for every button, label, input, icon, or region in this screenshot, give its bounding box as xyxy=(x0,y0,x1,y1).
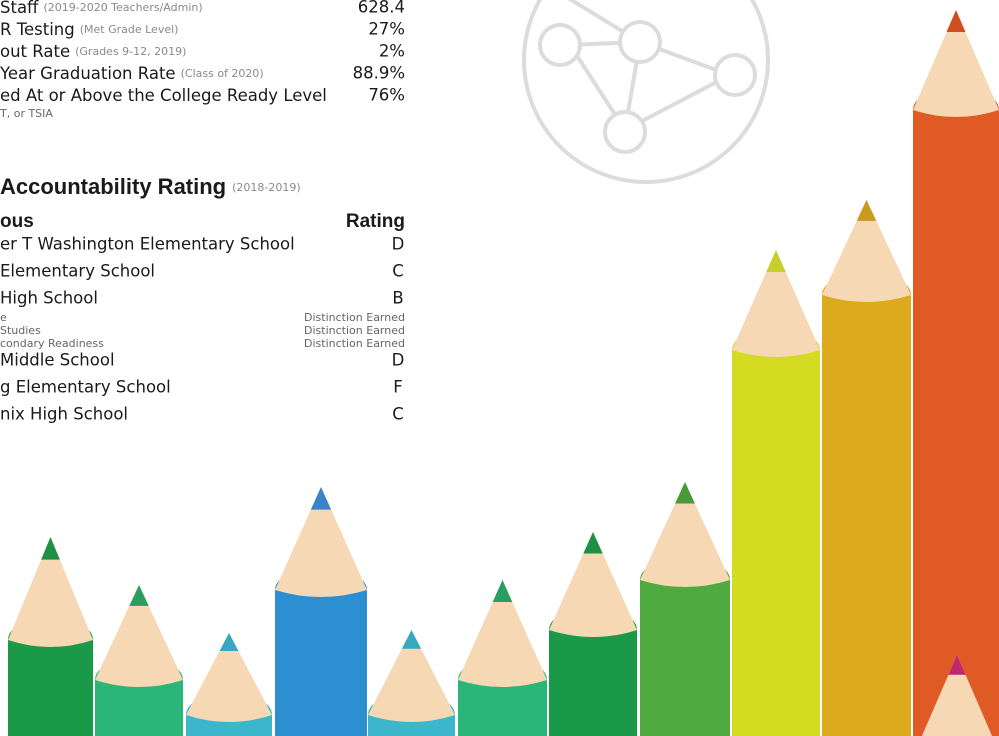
pencil-body xyxy=(549,630,637,736)
pencil xyxy=(640,482,730,736)
stat-value: 76% xyxy=(368,86,405,105)
stat-value: 27% xyxy=(368,20,405,39)
stat-label: Year Graduation Rate (Class of 2020) xyxy=(0,64,264,83)
pencil-lead xyxy=(857,200,877,221)
school-rating: F xyxy=(393,378,403,397)
pencil xyxy=(913,10,999,736)
school-name: Middle School xyxy=(0,351,115,370)
stat-label: out Rate (Grades 9-12, 2019) xyxy=(0,42,186,61)
pencil-body xyxy=(732,350,820,736)
stat-name: Staff xyxy=(0,0,39,17)
distinction-status: Distinction Earned xyxy=(304,324,405,337)
school-name: High School xyxy=(0,289,98,308)
school-rating: D xyxy=(392,351,405,370)
section-title: Accountability Rating (2018-2019) xyxy=(0,174,301,199)
distinction-status: Distinction Earned xyxy=(304,311,405,324)
pencil-body xyxy=(913,110,999,736)
pencil-lead xyxy=(41,537,60,560)
stat-note: (Class of 2020) xyxy=(181,67,264,80)
school-name: g Elementary School xyxy=(0,378,171,397)
pencil-lead xyxy=(766,250,785,272)
pencils xyxy=(8,10,999,736)
school-rating: B xyxy=(392,289,403,308)
school-name: nix High School xyxy=(0,405,128,424)
school-rating: D xyxy=(392,235,405,254)
pencil-lead xyxy=(583,532,602,554)
column-header: ous xyxy=(0,211,34,232)
stat-name: out Rate xyxy=(0,42,70,61)
stat-sub: T, or TSIA xyxy=(0,107,53,120)
distinction-name: Studies xyxy=(0,324,41,337)
stat-note: (Grades 9-12, 2019) xyxy=(75,45,186,58)
pencil xyxy=(822,200,911,736)
pencil-body xyxy=(275,590,367,736)
pencil-lead xyxy=(675,482,695,504)
document: Staff (2019-2020 Teachers/Admin) 628.4 R Te… xyxy=(0,0,999,736)
network-icon xyxy=(524,0,768,182)
distinction-name: condary Readiness xyxy=(0,337,104,350)
stat-value: 88.9% xyxy=(353,64,405,83)
school-name: er T Washington Elementary School xyxy=(0,235,295,254)
pencil xyxy=(368,630,455,736)
stat-value: 2% xyxy=(379,42,405,61)
stat-label: ed At or Above the College Ready Level xyxy=(0,86,327,105)
stat-note: (2019-2020 Teachers/Admin) xyxy=(43,1,202,14)
pencil-body xyxy=(822,295,911,736)
pencil-lead xyxy=(947,10,966,32)
distinction-status: Distinction Earned xyxy=(304,337,405,350)
pencil-body xyxy=(640,580,730,736)
pencil xyxy=(8,537,93,736)
stat-note: (Met Grade Level) xyxy=(80,23,179,36)
stat-name: Year Graduation Rate xyxy=(0,64,176,83)
pencil xyxy=(458,580,547,736)
pencil-lead xyxy=(311,487,331,510)
text-block: Staff (2019-2020 Teachers/Admin) 628.4 R Te… xyxy=(0,0,405,424)
distinction-name: e xyxy=(0,311,7,324)
stat-label: R Testing (Met Grade Level) xyxy=(0,20,178,39)
pencil-lead xyxy=(493,580,513,602)
pencil-body xyxy=(8,640,93,736)
column-header: Rating xyxy=(346,211,405,232)
stat-value: 628.4 xyxy=(358,0,405,17)
pencil xyxy=(275,487,367,736)
stat-name: R Testing xyxy=(0,20,75,39)
school-rating: C xyxy=(392,262,404,281)
pencil xyxy=(186,633,272,736)
stat-name: ed At or Above the College Ready Level xyxy=(0,86,327,105)
pencil-lead xyxy=(129,585,148,606)
pencil xyxy=(732,250,820,736)
pencil xyxy=(95,585,183,736)
section-title-note: (2018-2019) xyxy=(232,181,301,194)
pencil-lead xyxy=(402,630,421,649)
page: {"stats": [ {"label": "Staff", "note": "… xyxy=(0,0,999,736)
pencil xyxy=(549,532,637,736)
pencil-lead xyxy=(220,633,239,651)
stat-label: Staff (2019-2020 Teachers/Admin) xyxy=(0,0,203,17)
school-rating: C xyxy=(392,405,404,424)
section-title-main: Accountability Rating xyxy=(0,174,226,199)
school-name: Elementary School xyxy=(0,262,155,281)
